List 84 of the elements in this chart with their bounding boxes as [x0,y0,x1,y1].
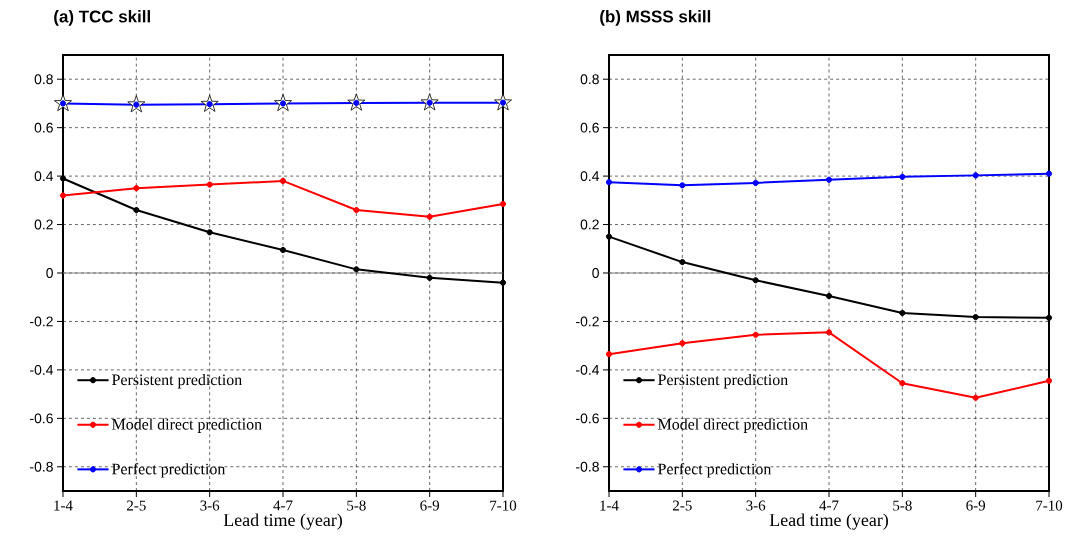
legend-label: Persistent prediction [658,373,788,389]
x-tick-label: 2-5 [127,500,146,511]
x-tick-label: 1-4 [600,500,619,511]
point [679,258,686,266]
y-tick-label: -0.6 [576,413,599,424]
point [752,277,759,284]
point [605,351,613,358]
y-tick-label: 0.6 [580,122,599,133]
legend-label: Model direct prediction [658,418,808,433]
point [899,309,906,317]
point [426,274,433,281]
point [972,313,979,321]
point [499,99,507,106]
y-tick-label: 0 [592,268,599,278]
point [899,173,906,180]
x-tick-label: 4-7 [273,500,293,511]
point [1045,170,1053,177]
point [279,100,287,107]
y-tick-label: 0.6 [34,122,53,133]
point [679,340,686,347]
point [133,101,140,108]
point [1045,314,1053,321]
point [679,182,686,189]
y-tick-label: -0.6 [30,413,53,424]
y-tick-label: 0.4 [34,171,54,182]
y-tick-label: -0.8 [30,461,53,472]
point [206,181,213,188]
x-tick-label: 3-6 [746,500,766,511]
point [972,172,979,179]
chart-title: (a) TCC skill [54,10,150,26]
point [605,233,613,240]
x-axis-title: Lead time (year) [223,513,342,530]
point [59,100,67,107]
y-tick-label: -0.2 [576,316,599,327]
y-tick-label: 0.4 [580,171,600,182]
chart-title: (b) MSSS skill [600,10,711,26]
x-tick-label: 2-5 [673,500,692,511]
point [353,206,360,214]
y-tick-label: 0.8 [34,74,53,85]
point [426,99,433,106]
y-tick-label: -0.8 [576,461,599,472]
x-tick-label: 7-10 [490,500,517,511]
legend-label: Perfect prediction [112,463,226,478]
x-tick-label: 5-8 [893,500,912,511]
x-tick-label: 3-6 [200,500,220,511]
point [752,331,759,338]
point [133,206,140,214]
point [353,266,360,273]
point [426,213,433,220]
point [499,279,507,286]
point [206,229,213,236]
x-tick-label: 1-4 [54,500,73,511]
x-tick-label: 5-8 [347,500,366,511]
point [59,192,67,199]
point [279,177,287,185]
point [499,200,507,208]
point [825,329,833,336]
legend-label: Persistent prediction [112,373,242,389]
y-tick-label: -0.4 [30,364,54,375]
x-tick-label: 4-7 [819,500,839,511]
x-axis-title: Lead time (year) [769,513,888,530]
point [59,175,67,182]
point [206,101,213,108]
point [825,292,833,300]
y-tick-label: -0.4 [576,364,600,375]
point [605,179,613,186]
x-tick-label: 7-10 [1036,500,1063,511]
x-tick-label: 6-9 [420,500,440,511]
point [353,99,360,107]
point [133,185,140,192]
legend-label: Perfect prediction [658,463,772,478]
legend-label: Model direct prediction [112,418,262,433]
y-tick-label: 0.2 [580,219,599,230]
point [972,394,979,401]
x-tick-label: 6-9 [966,500,986,511]
point [752,179,759,186]
point [825,176,833,183]
y-tick-label: 0.2 [34,219,53,230]
point [279,246,287,254]
y-tick-label: 0 [46,268,53,278]
point [899,380,906,387]
y-tick-label: -0.2 [30,316,53,327]
point [1045,377,1053,384]
y-tick-label: 0.8 [580,74,599,85]
